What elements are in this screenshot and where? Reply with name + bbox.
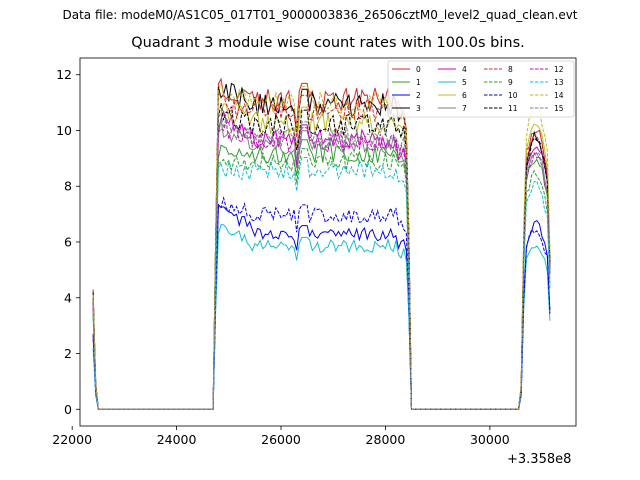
legend-label-2: 2: [416, 91, 421, 100]
series-line-10: [92, 196, 551, 410]
series-line-13: [92, 157, 551, 410]
y-axis: 0 2 4 6 8 10 12: [56, 67, 80, 417]
legend-label-8: 8: [508, 65, 513, 74]
x-tick-label: 24000: [157, 432, 197, 447]
legend-label-7: 7: [462, 104, 467, 113]
legend-label-5: 5: [462, 78, 467, 87]
series-line-5: [92, 224, 551, 410]
series-lines: [92, 77, 551, 410]
x-offset-label: +3.358e8: [507, 452, 572, 467]
y-tick-label: 0: [64, 402, 72, 417]
legend-box: [387, 60, 575, 118]
legend-label-0: 0: [416, 65, 421, 74]
y-tick-label: 8: [64, 179, 72, 194]
y-tick-label: 2: [64, 346, 72, 361]
x-tick-label: 22000: [52, 432, 92, 447]
y-tick-label: 4: [64, 290, 72, 305]
x-tick-label: 28000: [366, 432, 406, 447]
y-tick-label: 6: [64, 235, 72, 250]
plot-area: [80, 58, 576, 426]
y-tick-label: 12: [56, 67, 72, 82]
legend-label-9: 9: [508, 78, 513, 87]
legend-label-10: 10: [508, 91, 518, 100]
legend-label-15: 15: [554, 104, 564, 113]
legend-label-4: 4: [462, 65, 467, 74]
x-axis: 22000 24000 26000 28000 30000: [52, 426, 510, 447]
legend-label-6: 6: [462, 91, 467, 100]
legend-label-3: 3: [416, 104, 421, 113]
legend-label-14: 14: [554, 91, 564, 100]
legend-label-13: 13: [554, 78, 564, 87]
legend-label-12: 12: [554, 65, 564, 74]
series-line-15: [92, 112, 551, 410]
x-tick-label: 26000: [261, 432, 301, 447]
legend-label-11: 11: [508, 104, 518, 113]
figure-suptitle: Data file: modeM0/AS1C05_017T01_90000038…: [62, 8, 578, 22]
x-tick-label: 30000: [470, 432, 510, 447]
chart-title: Quadrant 3 module wise count rates with …: [131, 35, 525, 51]
series-line-14: [92, 81, 551, 410]
y-tick-label: 10: [56, 123, 72, 138]
legend-label-1: 1: [416, 78, 421, 87]
